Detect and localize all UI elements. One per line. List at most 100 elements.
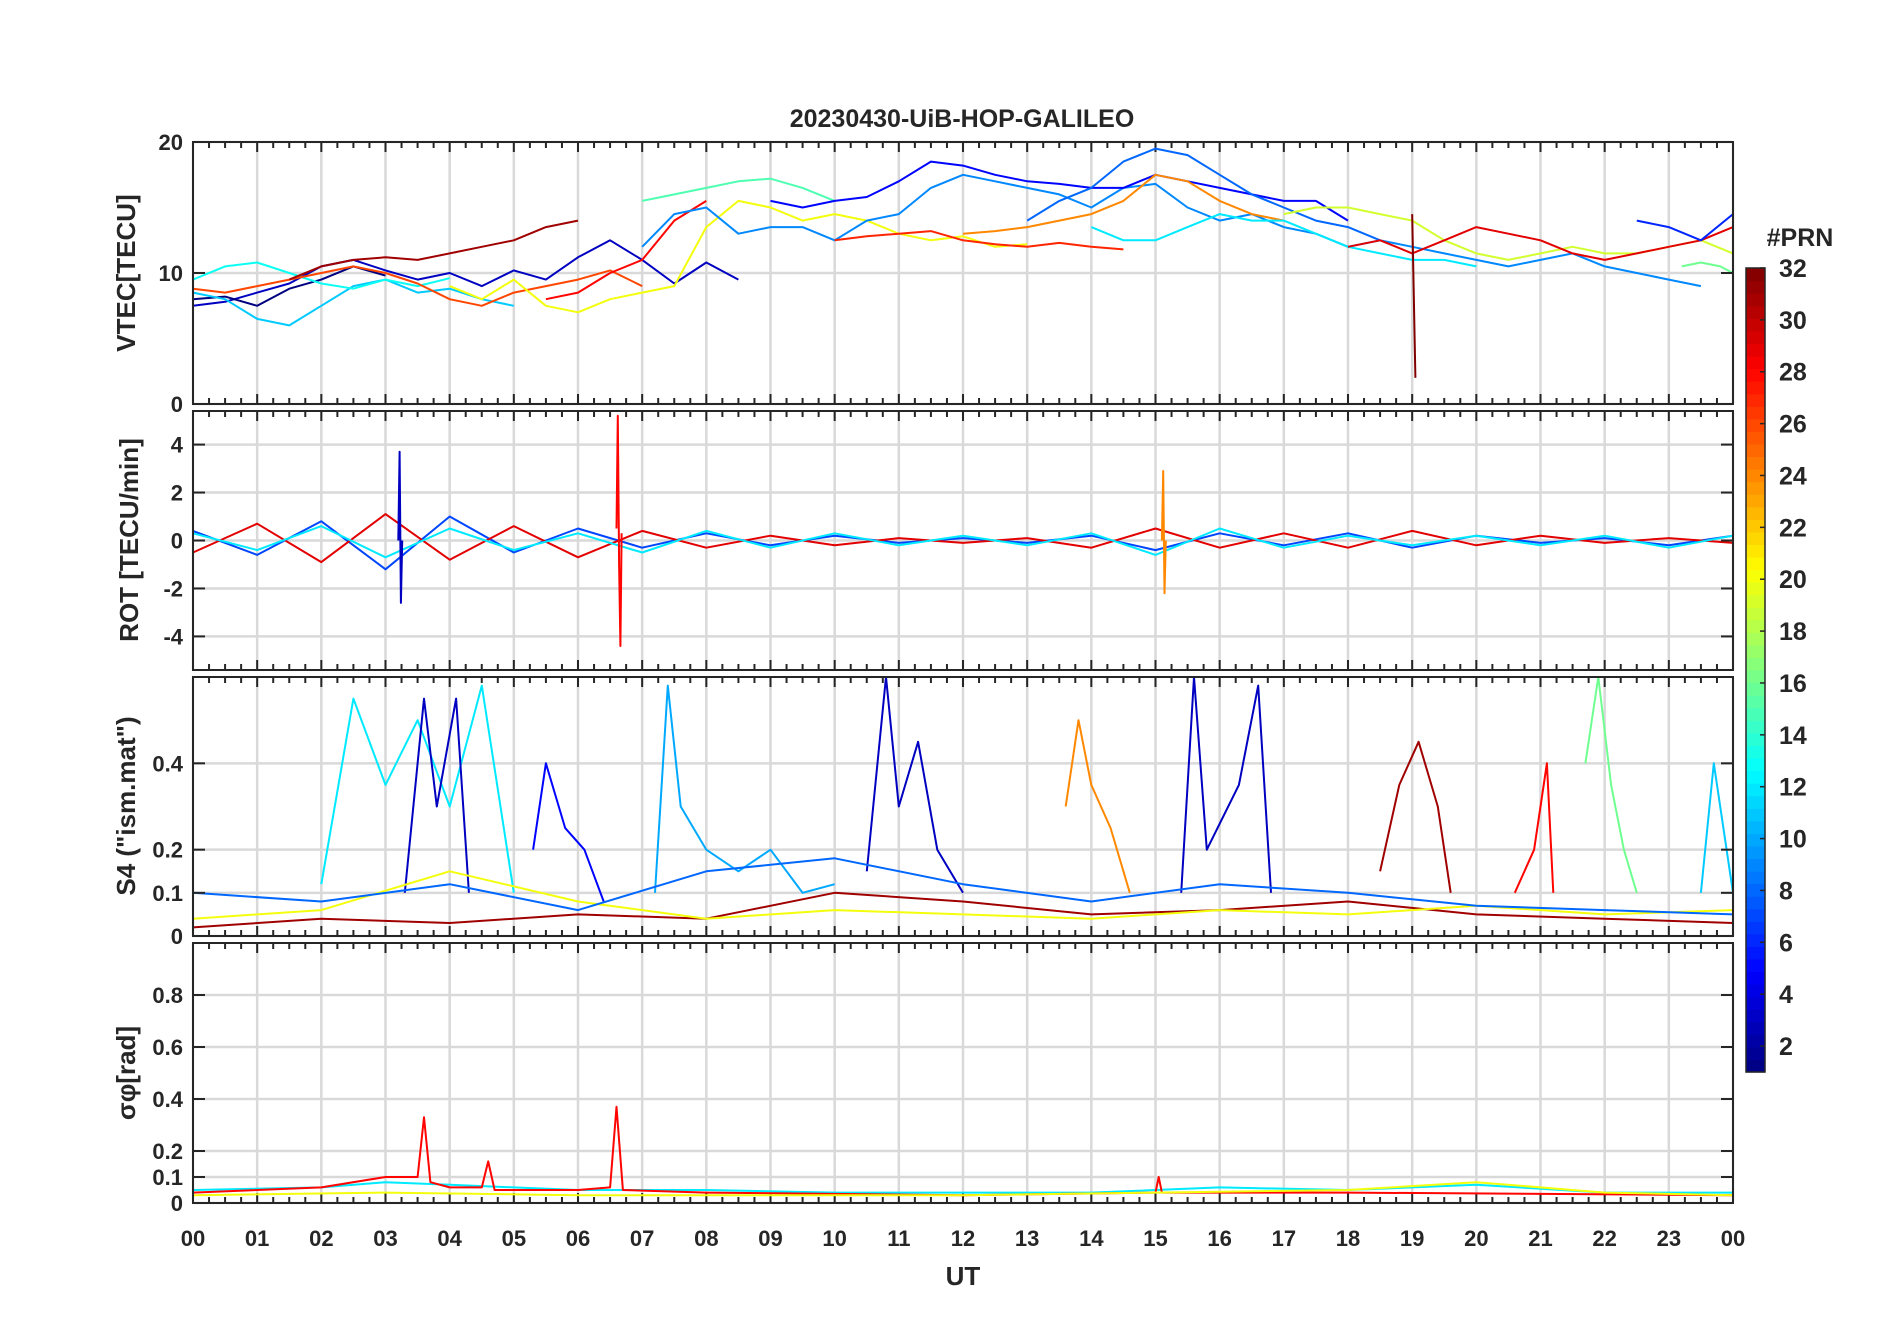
series-line-prn-29 (192, 513, 1734, 564)
series-line-prn-3 (397, 450, 404, 604)
x-tick-label: 10 (822, 1226, 846, 1251)
x-tick-label: 22 (1592, 1226, 1616, 1251)
colorbar-band (1746, 569, 1765, 583)
panel-sigma-phi-ylabel: σφ[rad] (111, 1026, 141, 1120)
series-line-prn-28 (545, 200, 707, 301)
y-tick-label: 0.4 (152, 1087, 183, 1112)
x-tick-label: 17 (1272, 1226, 1296, 1251)
colorbar-band (1746, 544, 1765, 558)
colorbar-tick-label: 10 (1779, 826, 1807, 854)
colorbar-band (1746, 393, 1765, 407)
y-tick-label: 20 (159, 130, 183, 155)
colorbar-tick-label: 26 (1779, 411, 1807, 439)
colorbar-band (1746, 632, 1765, 646)
colorbar-band (1746, 644, 1765, 659)
series-line-prn-31 (288, 219, 579, 281)
x-tick-label: 14 (1079, 1226, 1104, 1251)
colorbar-tick-label: 8 (1779, 877, 1793, 905)
colorbar-band (1746, 1009, 1765, 1023)
series-line-prn-3 (192, 239, 739, 307)
panel-s4-ylabel: S4 ("ism.mat") (111, 716, 141, 895)
x-axis-ticks: 00 01 02 03 04 05 06 07 08 09 10 11 12 13 14 15 16 17 18 19… (181, 1226, 1745, 1251)
series-line-prn-16 (1584, 676, 1638, 894)
colorbar-band (1746, 921, 1765, 935)
colorbar-band (1746, 984, 1765, 998)
colorbar-tick-label: 6 (1779, 929, 1793, 957)
y-tick-label: 10 (159, 261, 183, 286)
colorbar-band (1746, 280, 1765, 294)
colorbar-band (1746, 268, 1765, 282)
series-line-prn-6 (1636, 213, 1734, 242)
series-line-prn-31 (1379, 740, 1452, 893)
colorbar-band (1746, 958, 1765, 973)
x-tick-label: 02 (309, 1226, 333, 1251)
colorbar-band (1746, 594, 1765, 608)
x-axis-label: UT (946, 1261, 981, 1291)
series-line-prn-24 (1064, 719, 1131, 894)
x-tick-label: 15 (1143, 1226, 1167, 1251)
colorbar-band (1746, 368, 1765, 382)
series-line-prn-3 (865, 676, 964, 894)
panel-sigma-phi-series (192, 1105, 1734, 1197)
y-tick-label: 0.1 (152, 881, 183, 906)
colorbar-band (1746, 456, 1765, 470)
colorbar-band (1746, 820, 1765, 834)
colorbar-band (1746, 443, 1765, 458)
colorbar-band (1746, 657, 1765, 671)
colorbar-band (1746, 330, 1765, 344)
series-line-prn-13 (192, 261, 450, 290)
colorbar-band (1746, 318, 1765, 332)
colorbar-band (1746, 971, 1765, 985)
colorbar-tick-label: 2 (1779, 1033, 1793, 1061)
colorbar-tick-label: 18 (1779, 618, 1807, 646)
x-tick-label: 16 (1207, 1226, 1231, 1251)
x-tick-label: 23 (1657, 1226, 1681, 1251)
colorbar-band (1746, 670, 1765, 684)
colorbar-label: #PRN (1767, 224, 1834, 252)
colorbar-band (1746, 582, 1765, 596)
panel-vtec: 0 10 20 VTEC[TECU] (111, 130, 1735, 417)
series-line-prn-24 (1160, 470, 1167, 595)
y-tick-label: 0 (171, 1191, 183, 1216)
y-tick-label: 4 (171, 433, 184, 458)
colorbar-band (1746, 418, 1765, 432)
series-line-prn-15 (642, 177, 836, 202)
series-line-prn-12 (192, 525, 1734, 559)
colorbar-band (1746, 732, 1765, 746)
x-tick-label: 20 (1464, 1226, 1488, 1251)
series-line-prn-28 (615, 414, 623, 647)
colorbar-tick-label: 14 (1779, 722, 1807, 750)
panel-sigma-phi: 00.10.2 0.4 0.6 0.8 σφ[rad] (111, 942, 1735, 1216)
colorbar-band (1746, 908, 1765, 922)
y-tick-label: 0.4 (152, 751, 183, 776)
colorbar-band (1746, 481, 1765, 495)
colorbar-gradient (1746, 268, 1765, 1073)
series-line-prn-3 (403, 697, 470, 893)
colorbar-tick-label: 24 (1779, 462, 1807, 490)
colorbar-band (1746, 858, 1765, 872)
panel-s4-border (192, 676, 1734, 937)
panel-sigma-phi-yticks: 00.10.2 0.4 0.6 0.8 (152, 983, 1733, 1216)
x-tick-label: 01 (245, 1226, 269, 1251)
colorbar-band (1746, 1021, 1765, 1035)
colorbar-band (1746, 896, 1765, 910)
y-tick-label: 0.2 (152, 1139, 183, 1164)
x-tick-label: 18 (1336, 1226, 1360, 1251)
colorbar-band (1746, 996, 1765, 1010)
x-tick-label: 07 (630, 1226, 654, 1251)
colorbar-tick-label: 32 (1779, 255, 1807, 283)
colorbar-tick-label: 22 (1779, 514, 1807, 542)
x-tick-label: 11 (887, 1226, 910, 1251)
colorbar-band (1746, 431, 1765, 445)
colorbar-band (1746, 745, 1765, 759)
colorbar-band (1746, 883, 1765, 897)
y-tick-label: 0.1 (152, 1165, 183, 1190)
panel-s4: 0 0.1 0.2 0.4 S4 ("ism.mat") (111, 676, 1735, 949)
x-tick-label: 06 (566, 1226, 590, 1251)
series-line-prn-32 (1411, 214, 1417, 378)
x-tick-label: 00 (1721, 1226, 1745, 1251)
colorbar-band (1746, 1034, 1765, 1048)
panel-vtec-border (192, 141, 1734, 405)
